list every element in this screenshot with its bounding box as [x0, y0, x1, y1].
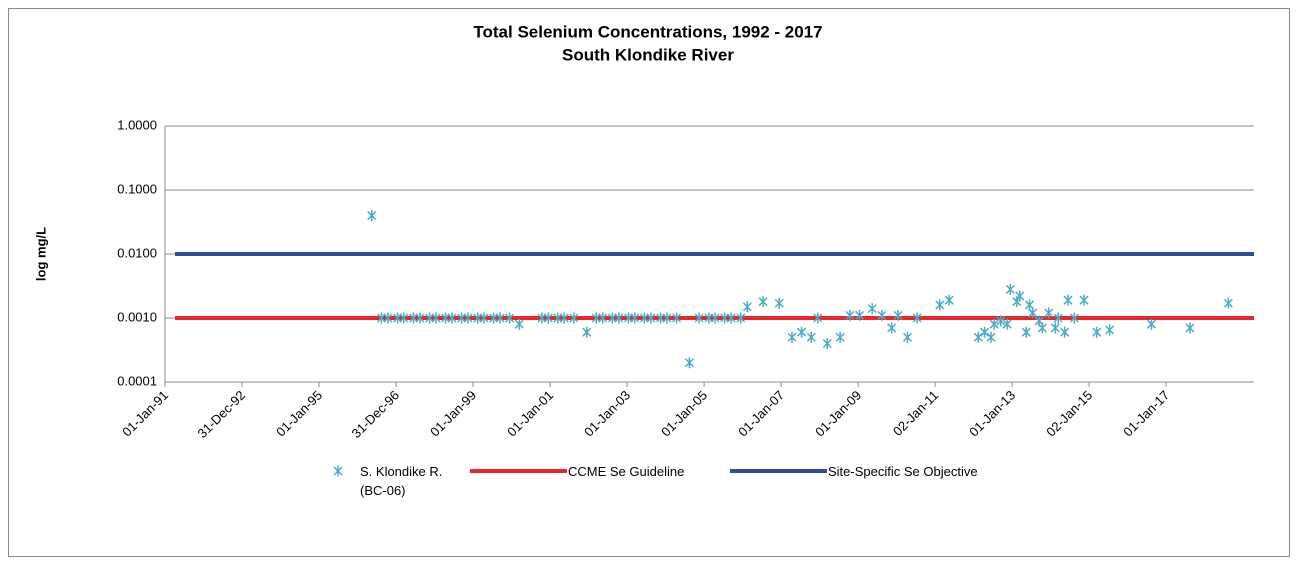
data-point — [1185, 322, 1195, 334]
data-point — [742, 301, 752, 313]
data-point — [855, 309, 865, 321]
data-point — [479, 312, 489, 324]
data-point — [726, 312, 736, 324]
data-point — [639, 312, 649, 324]
y-tick-label: 1.0000 — [117, 117, 157, 132]
data-point — [867, 303, 877, 315]
data-point — [614, 312, 624, 324]
legend-label: S. Klondike R. (BC-06) — [360, 464, 443, 498]
data-point — [822, 337, 832, 349]
data-point — [1105, 324, 1115, 336]
data-point — [1002, 318, 1012, 330]
data-point — [367, 209, 377, 221]
data-point — [973, 331, 983, 343]
y-tick-label: 0.0010 — [117, 309, 157, 324]
data-point — [672, 312, 682, 324]
data-point — [935, 299, 945, 311]
legend-marker — [333, 465, 343, 477]
data-point — [559, 312, 569, 324]
data-point — [607, 312, 617, 324]
data-point — [1005, 283, 1015, 295]
chart-subtitle: South Klondike River — [562, 45, 734, 64]
data-point — [806, 331, 816, 343]
y-tick-label: 0.0001 — [117, 373, 157, 388]
data-point — [415, 312, 425, 324]
chart-title: Total Selenium Concentrations, 1992 - 20… — [473, 22, 822, 41]
data-point — [591, 312, 601, 324]
chart-border — [8, 8, 1290, 557]
data-point — [813, 312, 823, 324]
data-point — [440, 312, 451, 324]
data-point — [1060, 326, 1070, 338]
data-point — [944, 294, 954, 306]
data-point — [684, 357, 694, 369]
data-point — [989, 318, 999, 330]
data-point — [425, 312, 435, 324]
data-point — [505, 312, 515, 324]
data-point — [1069, 312, 1079, 324]
data-point — [537, 312, 547, 324]
data-point — [835, 331, 845, 343]
data-point — [646, 312, 656, 324]
data-point — [996, 315, 1006, 327]
data-point — [376, 312, 386, 324]
data-point — [758, 296, 768, 308]
data-point — [710, 312, 720, 324]
data-point — [1050, 322, 1060, 334]
legend-label: CCME Se Guideline — [568, 464, 685, 479]
data-point — [877, 309, 887, 321]
data-point — [787, 331, 797, 343]
data-point — [630, 312, 640, 324]
data-point — [447, 312, 457, 324]
data-point — [720, 312, 730, 324]
data-point — [495, 312, 505, 324]
data-point — [489, 312, 499, 324]
data-point — [408, 312, 418, 324]
data-point — [797, 326, 807, 338]
data-point — [463, 312, 473, 324]
data-point — [1092, 326, 1102, 338]
data-point — [1015, 290, 1025, 302]
data-point — [514, 318, 524, 330]
data-point — [543, 312, 553, 324]
data-point — [662, 312, 672, 324]
data-point — [1021, 326, 1031, 338]
data-point — [431, 312, 441, 324]
data-point — [598, 312, 608, 324]
data-point — [845, 309, 855, 321]
data-point — [656, 312, 666, 324]
data-point — [887, 322, 897, 334]
y-axis-title: log mg/L — [33, 227, 48, 281]
data-point — [1044, 307, 1054, 319]
data-point — [902, 331, 913, 343]
data-point — [1079, 294, 1089, 306]
data-point — [1028, 307, 1038, 319]
data-point — [569, 312, 579, 324]
data-point — [980, 326, 990, 338]
data-point — [986, 331, 996, 343]
data-point — [694, 312, 704, 324]
data-point — [1223, 297, 1233, 309]
data-point — [912, 312, 922, 324]
data-point — [1146, 318, 1156, 330]
legend-label: Site-Specific Se Objective — [828, 464, 978, 479]
data-point — [383, 312, 393, 324]
y-tick-label: 0.0100 — [117, 245, 157, 260]
data-point — [774, 297, 784, 309]
data-point — [582, 326, 592, 338]
data-point — [457, 312, 467, 324]
data-point — [553, 312, 563, 324]
data-point — [1063, 294, 1073, 306]
y-tick-label: 0.1000 — [117, 181, 157, 196]
data-point — [893, 309, 903, 321]
data-point — [1037, 322, 1047, 334]
data-point — [1053, 312, 1063, 324]
data-point — [399, 312, 409, 324]
data-point — [736, 312, 746, 324]
